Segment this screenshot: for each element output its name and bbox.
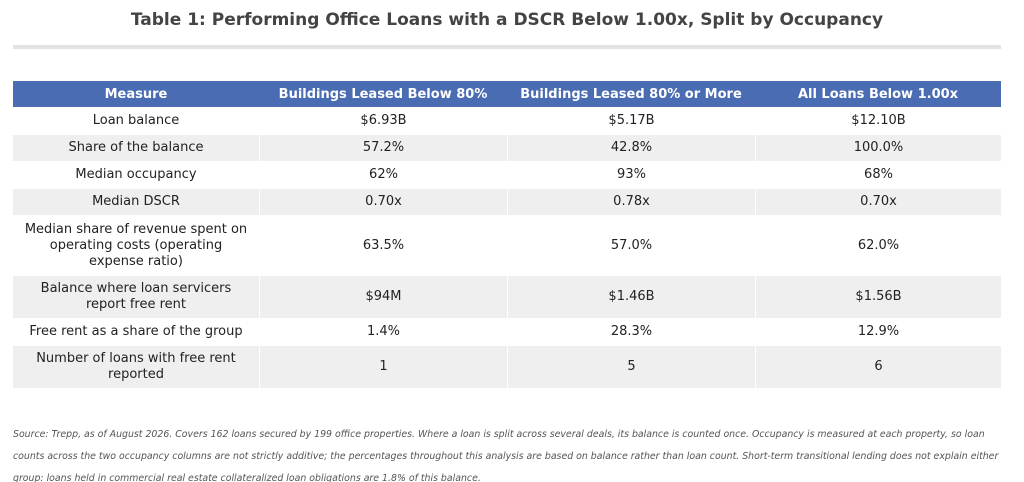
table-cell: 100.0% (755, 134, 1001, 161)
table-title: Table 1: Performing Office Loans with a … (130, 10, 884, 30)
column-header-measure: Measure (13, 81, 259, 107)
table-row: Median DSCR 0.70x 0.78x 0.70x (13, 188, 1001, 215)
table-cell: $1.56B (755, 275, 1001, 318)
table-cell: $6.93B (259, 107, 507, 134)
table-cell: 6 (755, 345, 1001, 388)
column-header-80-or-more: Buildings Leased 80% or More (507, 81, 755, 107)
source-footnote: Source: Trepp, as of August 2026. Covers… (13, 429, 999, 482)
title-divider (13, 45, 1001, 49)
table-row: Loan balance $6.93B $5.17B $12.10B (13, 107, 1001, 134)
table-row: Median occupancy 62% 93% 68% (13, 161, 1001, 188)
row-label: Balance where loan servicers report free… (13, 275, 259, 318)
table-cell: 68% (755, 161, 1001, 188)
table-cell: 0.78x (507, 188, 755, 215)
table-row: Median share of revenue spent on operati… (13, 215, 1001, 275)
occupancy-table: Measure Buildings Leased Below 80% Build… (13, 81, 1001, 388)
table-cell: $5.17B (507, 107, 755, 134)
table-cell: 0.70x (259, 188, 507, 215)
row-label: Share of the balance (13, 134, 259, 161)
table-header-row: Measure Buildings Leased Below 80% Build… (13, 81, 1001, 107)
table-cell: $12.10B (755, 107, 1001, 134)
table-cell: $1.46B (507, 275, 755, 318)
table-cell: 5 (507, 345, 755, 388)
table-cell: 1 (259, 345, 507, 388)
row-label: Median DSCR (13, 188, 259, 215)
table-cell: 57.0% (507, 215, 755, 275)
table-cell: 93% (507, 161, 755, 188)
table-cell: 28.3% (507, 318, 755, 345)
table-cell: 63.5% (259, 215, 507, 275)
column-header-all-loans: All Loans Below 1.00x (755, 81, 1001, 107)
row-label: Median occupancy (13, 161, 259, 188)
row-label: Median share of revenue spent on operati… (13, 215, 259, 275)
table-row: Balance where loan servicers report free… (13, 275, 1001, 318)
table-row: Number of loans with free rent reported … (13, 345, 1001, 388)
table-cell: 12.9% (755, 318, 1001, 345)
table-cell: 1.4% (259, 318, 507, 345)
column-header-below-80: Buildings Leased Below 80% (259, 81, 507, 107)
row-label: Loan balance (13, 107, 259, 134)
row-label: Number of loans with free rent reported (13, 345, 259, 388)
row-label: Free rent as a share of the group (13, 318, 259, 345)
table-cell: 62.0% (755, 215, 1001, 275)
table-row: Free rent as a share of the group 1.4% 2… (13, 318, 1001, 345)
table-cell: $94M (259, 275, 507, 318)
table-row: Share of the balance 57.2% 42.8% 100.0% (13, 134, 1001, 161)
table-cell: 42.8% (507, 134, 755, 161)
table-cell: 62% (259, 161, 507, 188)
table-cell: 57.2% (259, 134, 507, 161)
table-cell: 0.70x (755, 188, 1001, 215)
